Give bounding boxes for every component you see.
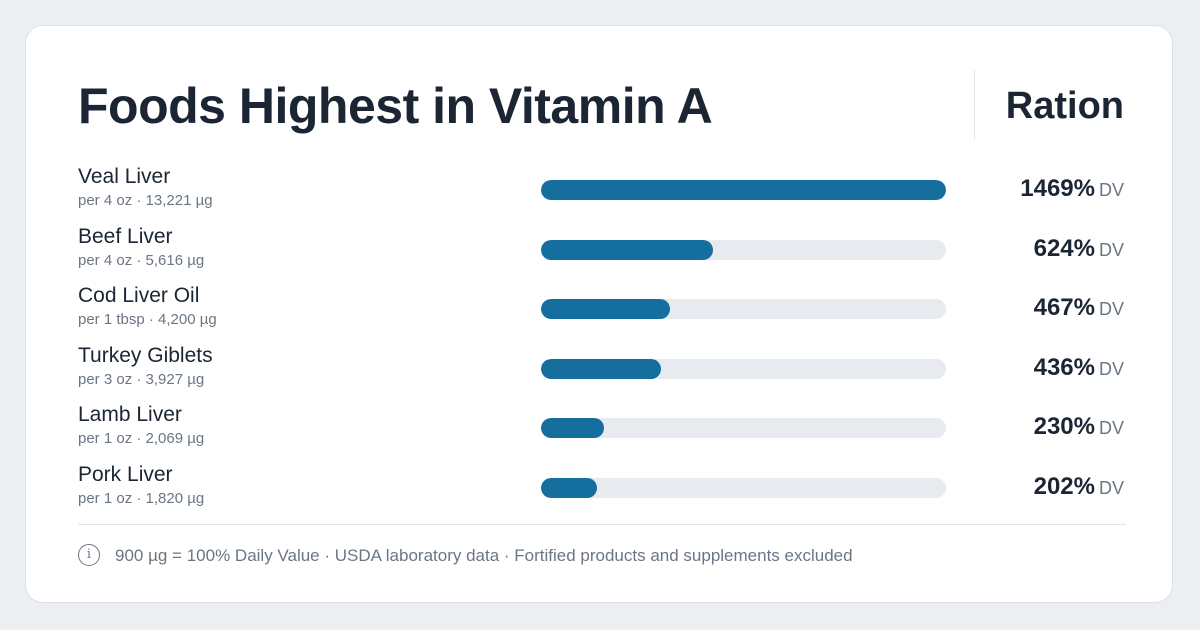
serving-label: per 1 oz · 1,820 µg [78,490,205,507]
dv-value: 467% DV [1034,293,1124,326]
dv-percent-label: 436% [1033,353,1095,381]
dv-unit-label: DV [1098,180,1124,200]
bar-track [541,358,946,379]
bar-fill [541,180,946,200]
bar-fill [541,478,597,498]
chart-card: Foods Highest in Vitamin A Ration Veal L… [25,25,1173,603]
chart-row: Veal Liver per 4 oz · 13,221 µg 1469% DV [26,164,1172,224]
dv-value: 230% DV [1034,412,1124,445]
footer-divider [78,524,1126,525]
bar-fill [541,358,662,379]
chart-row: Beef Liver per 4 oz · 5,616 µg 624% DV [26,224,1172,284]
bar-track [541,478,946,498]
dv-unit-label: DV [1098,358,1124,379]
bar-track [541,418,946,439]
dv-percent-label: 624% [1033,234,1095,262]
bar-fill [541,418,605,439]
chart-row: Cod Liver Oil per 1 tbsp · 4,200 µg 467% DV [26,283,1172,343]
brand-logo: Ration [1005,85,1124,127]
food-name-label: Lamb Liver [78,403,182,427]
serving-label: per 4 oz · 13,221 µg [78,192,213,209]
bar-track [541,299,946,320]
dv-unit-label: DV [1098,299,1124,320]
dv-value: 436% DV [1034,353,1124,386]
serving-label: per 1 oz · 2,069 µg [78,430,205,448]
food-name-label: Turkey Giblets [78,343,213,367]
page-title: Foods Highest in Vitamin A [78,78,713,134]
food-name-label: Veal Liver [78,165,171,188]
dv-value: 1469% DV [1020,174,1124,207]
dv-unit-label: DV [1098,418,1124,439]
bar-track [541,239,946,260]
serving-label: per 1 tbsp · 4,200 µg [78,311,217,329]
food-name-label: Cod Liver Oil [78,284,200,308]
bar-fill [541,239,714,260]
info-icon: i [78,544,100,566]
serving-label: per 3 oz · 3,927 µg [78,370,205,388]
chart-row: Turkey Giblets per 3 oz · 3,927 µg 436% DV [26,343,1172,403]
dv-unit-label: DV [1098,239,1124,260]
dv-percent-label: 202% [1033,473,1095,500]
dv-unit-label: DV [1098,478,1124,498]
dv-percent-label: 1469% [1020,175,1095,202]
bar-fill [541,299,670,320]
chart-row: Lamb Liver per 1 oz · 2,069 µg 230% DV [26,402,1172,462]
dv-percent-label: 230% [1033,413,1095,441]
header-divider [974,70,975,140]
footnote: 900 µg = 100% Daily Value · USDA laborat… [115,546,853,565]
food-name-label: Pork Liver [78,463,173,486]
dv-value: 202% DV [1034,472,1124,505]
bar-track [541,180,946,200]
food-name-label: Beef Liver [78,224,173,248]
dv-value: 624% DV [1034,234,1124,267]
chart-row: Pork Liver per 1 oz · 1,820 µg 202% DV [26,462,1172,522]
dv-percent-label: 467% [1033,294,1095,322]
serving-label: per 4 oz · 5,616 µg [78,251,205,269]
